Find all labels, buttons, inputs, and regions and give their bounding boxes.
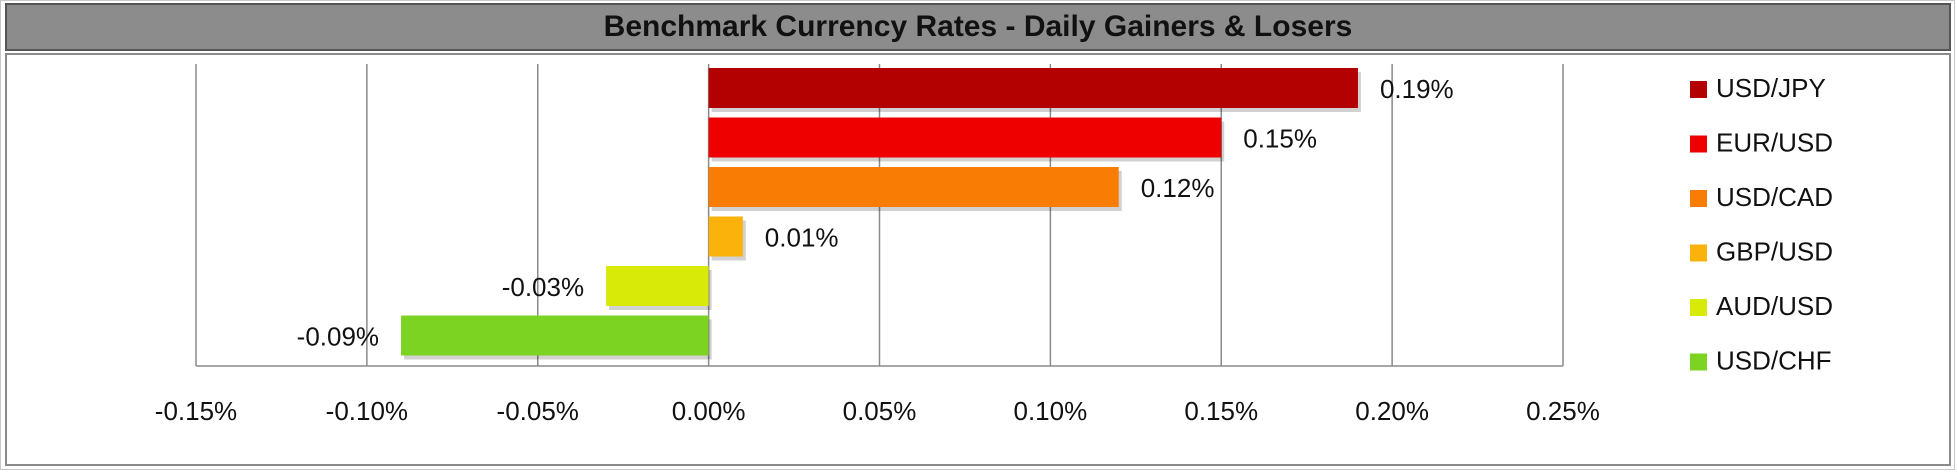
bar-aud-usd (606, 266, 709, 306)
legend-label: GBP/USD (1716, 237, 1833, 267)
bar-gbp-usd (708, 216, 743, 257)
data-label: 0.15% (1243, 124, 1317, 154)
legend-swatch (1690, 244, 1707, 262)
legend-label: USD/CHF (1716, 346, 1832, 376)
legend-label: EUR/USD (1716, 128, 1833, 158)
legend-swatch (1690, 81, 1707, 98)
x-tick-label: 0.10% (1014, 396, 1088, 426)
legend-swatch (1690, 135, 1707, 153)
legend-label: USD/JPY (1716, 73, 1826, 103)
data-label: -0.03% (502, 272, 584, 302)
x-tick-label: -0.15% (155, 396, 237, 426)
x-tick-label: 0.00% (672, 396, 746, 426)
bar-eur-usd (708, 117, 1222, 158)
data-label: 0.19% (1380, 74, 1454, 104)
data-label: -0.09% (297, 322, 379, 352)
legend-swatch (1690, 299, 1707, 316)
x-tick-label: 0.15% (1184, 396, 1258, 426)
legend-swatch (1690, 190, 1707, 207)
x-tick-label: 0.20% (1355, 396, 1429, 426)
bar-usd-cad (708, 167, 1119, 207)
bar-usd-chf (401, 315, 709, 356)
legend-swatch (1690, 353, 1707, 371)
legend-label: AUD/USD (1716, 291, 1833, 321)
bar-usd-jpy (708, 68, 1358, 108)
x-tick-label: 0.05% (843, 396, 917, 426)
data-label: 0.01% (765, 223, 839, 253)
x-tick-label: -0.05% (497, 396, 579, 426)
x-tick-label: -0.10% (326, 396, 408, 426)
x-tick-label: 0.25% (1526, 396, 1600, 426)
chart-title-bar: Benchmark Currency Rates - Daily Gainers… (5, 3, 1951, 51)
data-label: 0.12% (1141, 173, 1215, 203)
legend-label: USD/CAD (1716, 182, 1833, 212)
chart-title: Benchmark Currency Rates - Daily Gainers… (603, 10, 1353, 43)
